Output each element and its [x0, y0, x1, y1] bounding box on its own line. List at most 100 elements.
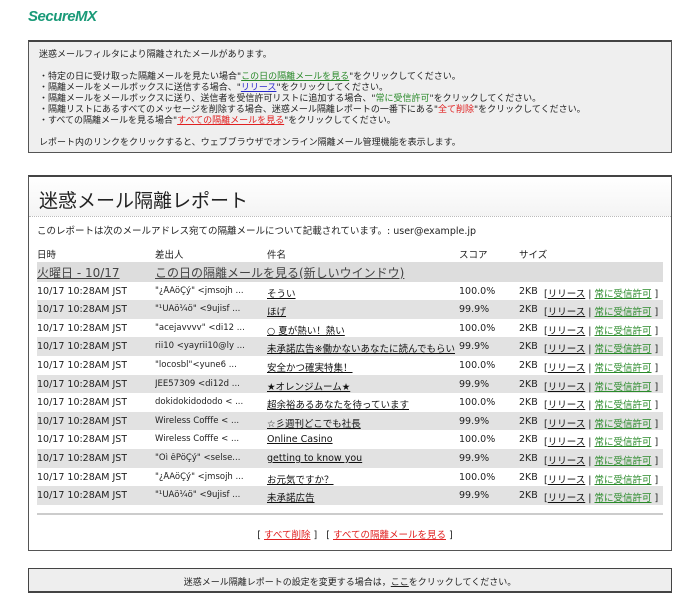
table-row: 10/17 10:28AM JST "Öì êPöÇý" <selse... g…: [37, 448, 663, 468]
always-allow-button[interactable]: 常に受信許可: [594, 362, 652, 374]
always-allow-button[interactable]: 常に受信許可: [594, 381, 652, 393]
row-score: 99.9%: [459, 490, 490, 502]
info-line: ・隔離メールをメールボックスに送り、送信者を受信許可リストに追加する場合、"常に…: [39, 94, 661, 105]
subject-link[interactable]: ○ 夏が熱い！熱い: [267, 325, 345, 337]
release-button[interactable]: リリース: [547, 307, 586, 319]
release-button[interactable]: リリース: [547, 474, 586, 486]
subject-link[interactable]: お元気ですか？: [267, 474, 334, 486]
release-button[interactable]: リリース: [547, 493, 586, 505]
row-date: 10/17 10:28AM JST: [37, 322, 128, 334]
info-line: ・すべての隔離メールを見る場合"すべての隔離メールを見る"をクリックしてください…: [39, 116, 661, 127]
view-all-link[interactable]: すべての隔離メールを見る: [177, 116, 285, 126]
row-size: 2KB: [519, 285, 538, 297]
row-from: "¿ÅÁöÇý" <jmsojh ...: [155, 285, 244, 296]
row-score: 100.0%: [459, 322, 496, 334]
release-button[interactable]: リリース: [547, 437, 586, 449]
row-score: 99.9%: [459, 415, 490, 427]
always-allow-button[interactable]: 常に受信許可: [594, 437, 652, 449]
subject-link[interactable]: 未承諾広告: [267, 493, 315, 505]
subject-link[interactable]: ほげ: [267, 307, 287, 319]
row-score: 99.9%: [459, 378, 490, 390]
subject-link[interactable]: 安全かつ確実特集！: [267, 362, 353, 374]
subject-link[interactable]: ☆彡週刊どこでも社長: [267, 418, 361, 430]
view-day-window-link[interactable]: この日の隔離メールを見る(新しいウインドウ): [155, 265, 405, 280]
row-date: 10/17 10:28AM JST: [37, 471, 128, 483]
release-button[interactable]: リリース: [547, 288, 586, 300]
release-button[interactable]: リリース: [547, 362, 586, 374]
row-actions: [リリース | 常に受信許可 ]: [544, 288, 659, 300]
settings-link[interactable]: ここ: [390, 578, 409, 588]
always-allow-button[interactable]: 常に受信許可: [594, 455, 652, 467]
row-subject: ★オレンジムーム★: [267, 379, 455, 393]
row-from: "¹ÚÁö¼ö" <9ujisf ...: [155, 490, 241, 501]
release-button[interactable]: リリース: [547, 344, 586, 356]
col-score: スコア: [459, 250, 488, 261]
row-date: 10/17 10:28AM JST: [37, 415, 128, 427]
recipient-address: user@example.jp: [393, 226, 477, 237]
always-allow-button[interactable]: 常に受信許可: [594, 344, 652, 356]
row-from: "Öì êPöÇý" <selse...: [155, 452, 241, 463]
always-allow-button[interactable]: 常に受信許可: [594, 418, 652, 430]
always-allow-button[interactable]: 常に受信許可: [594, 307, 652, 319]
row-actions: [リリース | 常に受信許可 ]: [544, 381, 659, 393]
row-score: 99.9%: [459, 452, 490, 464]
table-header: 日時 差出人 件名 スコア サイズ: [37, 243, 663, 262]
address-label: このレポートは次のメールアドレス宛ての隔離メールについて記載されています。:: [37, 226, 391, 237]
view-day-link[interactable]: この日の隔離メールを見る: [241, 72, 350, 82]
info-text: ・隔離リストにあるすべてのメッセージを削除する場合、迷惑メール隔離レポートの一番…: [39, 105, 438, 115]
table-row: 10/17 10:28AM JST "acejavvvv" <di12 ... …: [37, 319, 663, 338]
info-text: ・すべての隔離メールを見る場合": [39, 116, 178, 126]
info-text: "をクリックしてください。: [429, 94, 542, 104]
info-text: "をクリックしてください。: [276, 83, 389, 93]
subject-link[interactable]: ★オレンジムーム★: [267, 381, 351, 393]
row-actions: [リリース | 常に受信許可 ]: [544, 474, 659, 486]
group-date-link[interactable]: 火曜日 - 10/17: [37, 265, 120, 280]
row-date: 10/17 10:28AM JST: [37, 378, 128, 390]
release-button[interactable]: リリース: [547, 325, 586, 337]
info-text: ・隔離メールをメールボックスに送信する場合、": [39, 83, 241, 93]
info-outro: レポート内のリンクをクリックすると、ウェブブラウザでオンライン隔離メール管理機能…: [39, 138, 461, 148]
release-link[interactable]: リリース: [240, 83, 277, 93]
row-actions: [リリース | 常に受信許可 ]: [544, 307, 659, 319]
bottom-actions: [ すべて削除 ] [ すべての隔離メールを見る ]: [257, 529, 453, 541]
info-text: "をクリックしてください。: [349, 72, 461, 82]
info-panel: 迷惑メールフィルタにより隔離されたメールがあります。 ・特定の日に受け取った隔離…: [28, 40, 672, 153]
row-from: dokidokidododo < ...: [155, 397, 244, 408]
row-subject: ☆彡週刊どこでも社長: [267, 416, 455, 430]
always-allow-button[interactable]: 常に受信許可: [594, 400, 652, 412]
row-score: 100.0%: [459, 434, 496, 446]
table-row: 10/17 10:28AM JST "locosbl"<yune6 ... 安全…: [37, 356, 663, 375]
subject-link[interactable]: Online Casino: [267, 434, 333, 446]
table-row: 10/17 10:28AM JST "¹ÚÁö¼ö" <9ujisf ... ほ…: [37, 300, 663, 319]
settings-footer: 迷惑メール隔離レポートの設定を変更する場合は，ここをクリックしてください。: [28, 568, 672, 593]
release-button[interactable]: リリース: [547, 418, 586, 430]
row-subject: 未承諾広告: [267, 490, 455, 504]
row-date: 10/17 10:28AM JST: [37, 434, 128, 446]
row-actions: [リリース | 常に受信許可 ]: [544, 437, 659, 449]
row-subject: ほげ: [267, 304, 455, 318]
always-allow-button[interactable]: 常に受信許可: [594, 288, 652, 300]
row-score: 99.9%: [459, 341, 490, 353]
delete-all-text: 全て削除: [437, 105, 474, 115]
view-all-button[interactable]: すべての隔離メールを見る: [333, 529, 446, 541]
always-allow-button[interactable]: 常に受信許可: [594, 325, 652, 337]
securemx-logo: SecureMX: [28, 8, 97, 25]
row-date: 10/17 10:28AM JST: [37, 359, 128, 371]
row-from: Wireless Cofffe < ...: [155, 415, 240, 426]
subject-link[interactable]: getting to know you: [267, 452, 363, 464]
subject-link[interactable]: 未承諾広告※働かないあなたに読んでもらい: [267, 344, 455, 356]
subject-link[interactable]: 超余裕あるあなたを待っています: [267, 400, 410, 412]
release-button[interactable]: リリース: [547, 381, 586, 393]
release-button[interactable]: リリース: [547, 400, 586, 412]
delete-all-button[interactable]: すべて削除: [264, 529, 311, 541]
always-allow-button[interactable]: 常に受信許可: [594, 493, 652, 505]
col-from: 差出人: [155, 250, 184, 261]
row-actions: [リリース | 常に受信許可 ]: [544, 344, 659, 356]
subject-link[interactable]: そうい: [267, 288, 296, 300]
row-subject: そうい: [267, 286, 455, 300]
row-from: "¹ÚÁö¼ö" <9ujisf ...: [155, 304, 241, 315]
table-row: 10/17 10:28AM JST "¿ÅÁöÇý" <jmsojh ... お…: [37, 468, 663, 487]
release-button[interactable]: リリース: [547, 455, 586, 467]
always-allow-button[interactable]: 常に受信許可: [594, 474, 652, 486]
row-subject: getting to know you: [267, 453, 455, 464]
